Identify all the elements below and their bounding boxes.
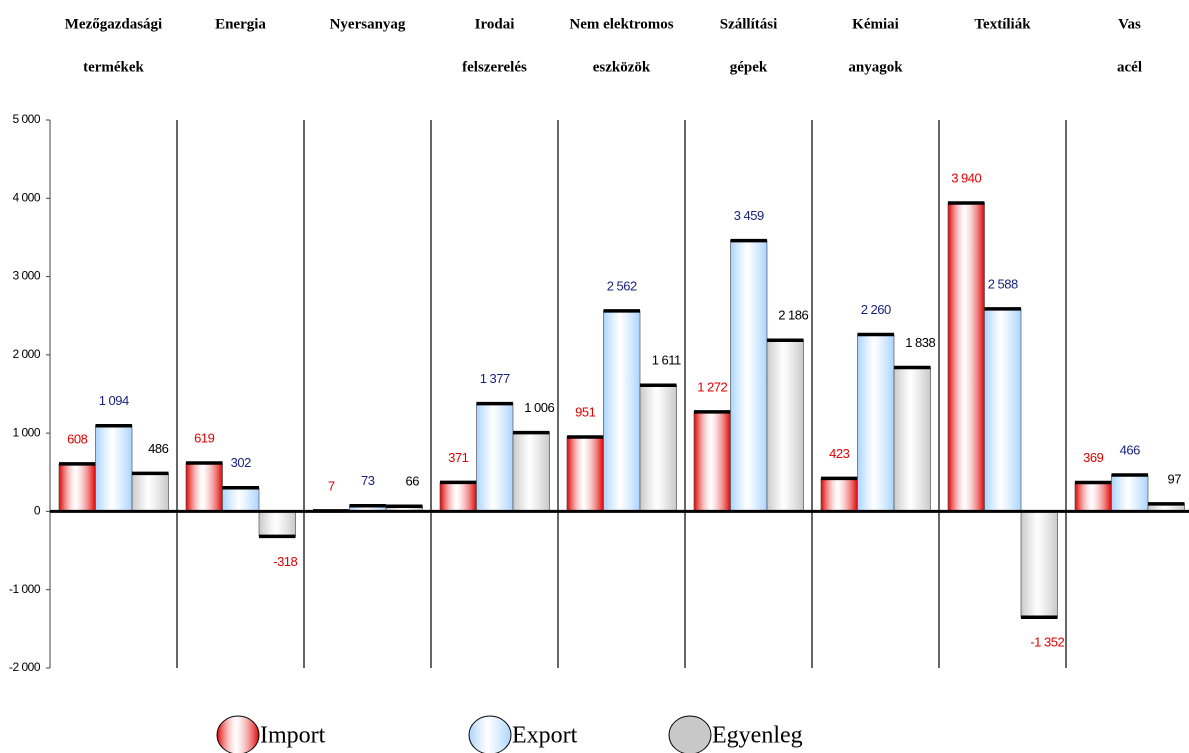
bar: [984, 308, 1022, 512]
y-tick-label: 3 000: [12, 269, 40, 283]
bar: [566, 436, 604, 512]
legend-marker: [668, 715, 712, 753]
bar: [947, 202, 985, 512]
category-label: gépek: [730, 59, 768, 75]
value-label: 1 377: [480, 371, 510, 386]
value-label: 66: [406, 474, 420, 489]
category-label: Energia: [215, 16, 266, 32]
legend-label: Egyenleg: [712, 723, 803, 749]
bar: [185, 462, 223, 512]
value-label: 302: [231, 455, 251, 470]
value-label: 371: [448, 450, 468, 465]
bar: [730, 240, 768, 512]
category-label: Irodai: [475, 16, 515, 32]
value-label: 1 006: [524, 400, 554, 415]
bar: [766, 339, 804, 512]
bar: [1111, 474, 1149, 512]
legend-label: Import: [260, 723, 326, 749]
bar: [512, 432, 550, 512]
category-label: Kémiai: [852, 16, 899, 32]
bar: [439, 482, 477, 512]
bar: [131, 473, 169, 512]
y-tick-label: 4 000: [12, 190, 40, 204]
value-label: 2 186: [778, 308, 808, 323]
bar: [95, 425, 133, 512]
bar: [893, 367, 931, 512]
category-label: Vas: [1118, 16, 1141, 32]
y-tick-label: 5 000: [12, 112, 40, 126]
legend-label: Export: [512, 723, 578, 749]
bar: [58, 463, 96, 512]
value-label: 1 838: [905, 335, 935, 350]
value-label: 3 940: [951, 170, 981, 185]
bar: [258, 511, 296, 537]
value-label: 3 459: [734, 208, 764, 223]
category-label: Nyersanyag: [330, 16, 406, 32]
y-tick-label: 0: [34, 504, 41, 518]
bar: [1020, 511, 1058, 618]
category-label: acél: [1117, 59, 1142, 75]
value-label: 423: [829, 446, 849, 461]
y-tick-label: -1 000: [9, 582, 41, 596]
bar: [603, 310, 641, 512]
value-label: 97: [1168, 471, 1182, 486]
value-label: 1 611: [652, 353, 681, 368]
value-label: 369: [1083, 450, 1103, 465]
value-label: 7: [328, 478, 335, 493]
bar: [857, 334, 895, 512]
category-label: Textíliák: [974, 16, 1031, 32]
value-label: 951: [575, 404, 595, 419]
y-tick-label: 1 000: [12, 425, 40, 439]
bar: [693, 411, 731, 512]
category-label: eszközök: [593, 59, 651, 75]
category-label: Mezőgazdasági: [65, 16, 162, 32]
category-label: anyagok: [848, 59, 903, 75]
value-label: 1 094: [99, 393, 129, 408]
value-label: -1 352: [1030, 635, 1064, 650]
category-label: Szállítási: [720, 16, 778, 32]
bar: [639, 384, 677, 512]
value-label: 619: [194, 430, 214, 445]
bar: [820, 477, 858, 512]
legend-marker: [216, 715, 260, 753]
category-label: termékek: [83, 59, 144, 75]
value-label: -318: [273, 554, 297, 569]
value-label: 466: [1120, 442, 1140, 457]
value-label: 1 272: [697, 379, 727, 394]
value-label: 2 260: [861, 302, 891, 317]
bar: [222, 487, 260, 512]
category-label: Nem elektromos: [569, 16, 673, 32]
category-label: felszerelés: [462, 59, 527, 75]
value-label: 486: [148, 441, 168, 456]
value-label: 2 588: [988, 276, 1018, 291]
value-label: 608: [67, 431, 87, 446]
value-label: 73: [361, 473, 375, 488]
value-label: 2 562: [607, 278, 637, 293]
y-tick-label: -2 000: [9, 660, 41, 674]
bar: [476, 403, 514, 512]
legend-marker: [468, 715, 512, 753]
y-tick-label: 2 000: [12, 347, 40, 361]
bar: [1074, 482, 1112, 512]
